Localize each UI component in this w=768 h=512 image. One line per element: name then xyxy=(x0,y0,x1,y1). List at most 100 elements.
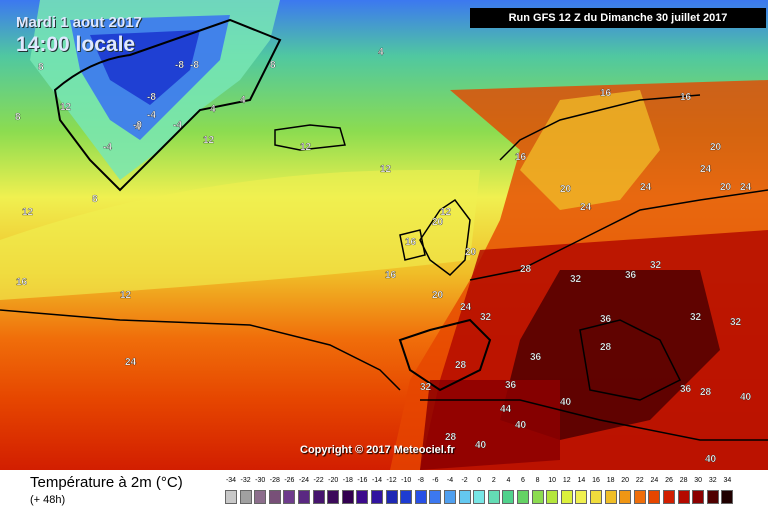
temperature-label: 32 xyxy=(730,317,742,328)
temperature-label: 32 xyxy=(480,312,492,323)
temperature-label: 12 xyxy=(120,290,132,301)
legend-color-cell xyxy=(312,490,325,504)
legend-tick: -2 xyxy=(461,477,468,484)
temperature-label: 36 xyxy=(530,352,542,363)
temperature-label: 4 xyxy=(135,122,141,133)
legend-tick: 28 xyxy=(679,477,688,484)
temperature-label: 36 xyxy=(600,314,612,325)
temperature-label: -4 xyxy=(103,142,112,153)
legend-color-cell xyxy=(663,490,675,504)
legend-tick: -14 xyxy=(371,477,383,484)
temperature-label: 36 xyxy=(625,270,637,281)
legend-color-cell xyxy=(531,490,544,504)
legend-color-cell xyxy=(371,490,383,504)
temperature-label: 28 xyxy=(600,342,612,353)
temperature-label: 28 xyxy=(520,264,532,275)
legend-color-cell xyxy=(604,490,617,504)
legend-color-cell xyxy=(648,490,661,504)
temperature-label: -4 xyxy=(173,120,182,131)
legend-tick: -12 xyxy=(386,477,397,484)
temperature-label: 12 xyxy=(22,207,34,218)
temperature-label: 40 xyxy=(475,440,487,451)
legend-color-cell xyxy=(400,490,413,504)
legend-tick: -4 xyxy=(446,477,454,484)
temperature-label: 4 xyxy=(210,104,216,115)
legend-tick: 32 xyxy=(708,477,717,484)
temperature-label: 16 xyxy=(515,152,527,163)
legend-tick: -8 xyxy=(417,477,424,484)
temperature-label: 8 xyxy=(38,62,44,73)
temperature-label: 28 xyxy=(445,432,457,443)
legend-color-cell xyxy=(487,490,500,504)
legend-tick: 22 xyxy=(635,477,644,484)
temperature-label: 24 xyxy=(740,182,752,193)
legend-color-cell xyxy=(298,490,310,504)
legend-color-cell xyxy=(429,490,442,504)
legend-color-cell xyxy=(341,490,354,504)
temperature-label: 20 xyxy=(465,247,477,258)
temperature-label: 24 xyxy=(580,202,592,213)
legend-color-cell xyxy=(327,490,340,504)
temperature-label: 20 xyxy=(710,142,722,153)
temperature-label: 32 xyxy=(690,312,702,323)
temperature-label: 12 xyxy=(300,142,312,153)
temperature-label: -8 xyxy=(190,60,199,71)
legend-color-cell xyxy=(239,490,252,504)
temperature-label: -4 xyxy=(147,110,156,121)
legend-tick: -28 xyxy=(269,477,280,484)
legend-color-cell xyxy=(254,490,267,504)
temperature-map: -8 -8 -8 -4 -4 -4 -0 4 4 4 4 8 8 8 8 12 12 12 12 12 12 12 16 16… xyxy=(0,0,768,470)
legend-tick: 18 xyxy=(606,477,615,484)
temperature-label: 36 xyxy=(680,384,692,395)
legend-tick: -24 xyxy=(298,477,310,484)
legend-subtitle: (+ 48h) xyxy=(30,494,66,506)
legend-color-cell xyxy=(458,490,471,504)
legend-color-cell xyxy=(517,490,529,504)
legend-color-cell xyxy=(575,490,588,504)
temperature-label: -8 xyxy=(147,92,156,103)
legend-tick: 20 xyxy=(621,477,630,484)
legend-tick: 24 xyxy=(650,477,659,484)
legend-tick: 26 xyxy=(665,477,673,484)
legend-tick: -18 xyxy=(342,477,353,484)
temperature-label: 16 xyxy=(16,277,28,288)
legend-tick: 0 xyxy=(477,477,482,484)
legend-color-cell xyxy=(546,490,559,504)
legend-tick: -32 xyxy=(240,477,251,484)
legend-tick: 8 xyxy=(535,477,540,484)
legend-tick: 12 xyxy=(562,477,571,484)
temperature-label: 40 xyxy=(515,420,527,431)
legend-color-cell xyxy=(385,490,398,504)
map-field: -8 -8-8-4-4-4-044448888121212121212121616… xyxy=(0,0,768,470)
forecast-time: 14:00 locale xyxy=(16,33,136,56)
legend-color-cell xyxy=(721,490,734,504)
legend-tick: -26 xyxy=(284,477,295,484)
temperature-label: 20 xyxy=(432,290,444,301)
legend-color-cell xyxy=(502,490,515,504)
temperature-label: 12 xyxy=(440,207,452,218)
temperature-label: 20 xyxy=(720,182,732,193)
temperature-label: 40 xyxy=(560,397,572,408)
legend-tick: -22 xyxy=(313,477,324,484)
forecast-date: Mardi 1 aout 2017 xyxy=(16,14,142,31)
temperature-label: 24 xyxy=(125,357,137,368)
legend-color-cell xyxy=(283,490,296,504)
temperature-label: 4 xyxy=(240,95,246,106)
temperature-label: 24 xyxy=(700,164,712,175)
legend-tick: 14 xyxy=(577,477,586,484)
temperature-label: 16 xyxy=(680,92,692,103)
temperature-label: 8 xyxy=(92,194,98,205)
legend-color-cell xyxy=(414,490,427,504)
legend-tick: 30 xyxy=(694,477,703,484)
legend-color-cell xyxy=(706,490,719,504)
temperature-label: 28 xyxy=(455,360,467,371)
temperature-label: 24 xyxy=(640,182,652,193)
temperature-label: 16 xyxy=(600,88,612,99)
legend-tick: 4 xyxy=(506,477,511,484)
temperature-label: 36 xyxy=(505,380,517,391)
legend-color-cell xyxy=(633,490,646,504)
legend-color-cell xyxy=(225,490,237,504)
legend-color-cell xyxy=(590,490,602,504)
legend-title: Température à 2m (°C) xyxy=(30,474,183,491)
